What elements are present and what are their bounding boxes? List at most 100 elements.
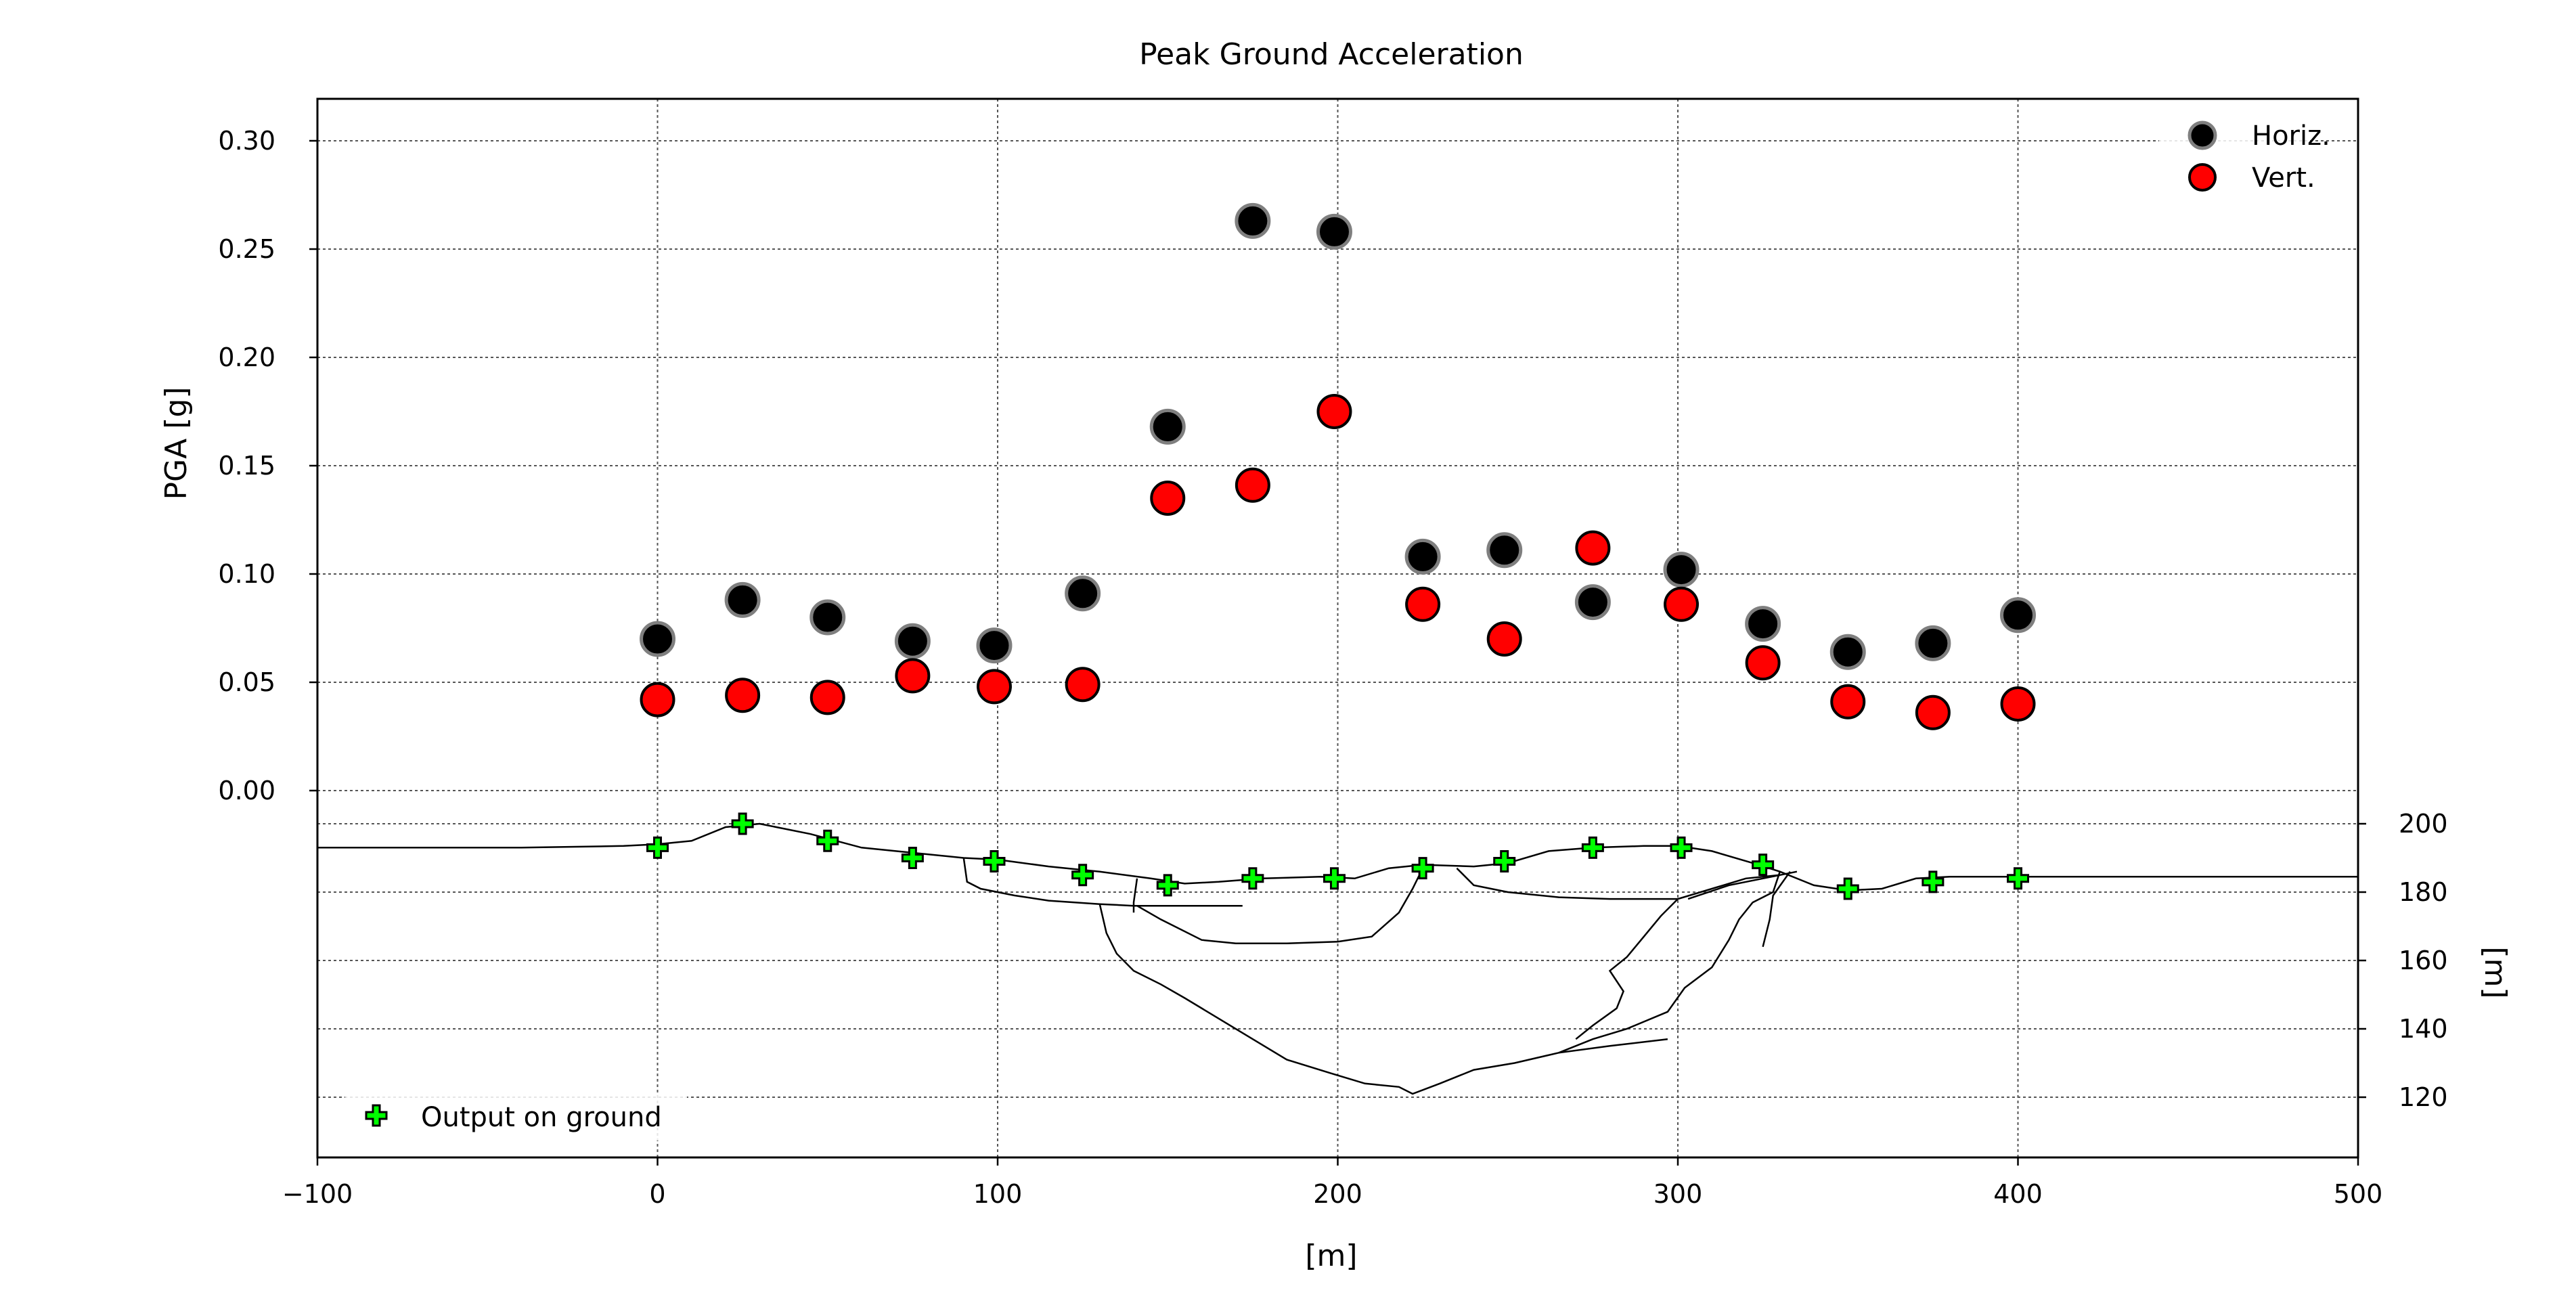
- horiz-point: [1065, 575, 1101, 612]
- horiz-point: [1404, 538, 1441, 575]
- legend-vert-marker: [2188, 163, 2217, 192]
- legend-horiz-marker: [2188, 120, 2217, 150]
- ground-output-point: [1156, 874, 1179, 897]
- ground-output-point: [1670, 836, 1693, 859]
- legend-horiz-label: Horiz.: [2252, 120, 2330, 152]
- legend-output-marker: [365, 1104, 388, 1127]
- horiz-point: [1663, 552, 1700, 588]
- x-tick-label: 300: [1653, 1179, 1703, 1209]
- horiz-point: [1316, 213, 1352, 250]
- vert-point: [1065, 667, 1101, 703]
- ground-output-point: [1581, 836, 1604, 859]
- legend-vert-label: Vert.: [2252, 162, 2315, 194]
- vert-point: [1316, 394, 1352, 429]
- horiz-point: [2000, 597, 2036, 634]
- ground-output-point: [1241, 867, 1264, 890]
- y-tick-label: 0.20: [218, 342, 275, 372]
- ground-output-point: [983, 850, 1006, 873]
- elevation-tick-label: 160: [2399, 946, 2448, 975]
- horiz-point: [1915, 625, 1951, 661]
- vert-point: [1235, 467, 1270, 503]
- axis-ticks: −100 0 100 200 300 400 500 0.00 0.05 0.10 0.15 0.20…: [218, 126, 2447, 1209]
- y-tick-label: 0.25: [218, 234, 275, 264]
- profile-line: [1456, 867, 1798, 900]
- horiz-point: [1486, 532, 1523, 569]
- profile-line: [1558, 871, 1781, 1054]
- vert-point: [1664, 586, 1700, 622]
- elevation-tick-label: 140: [2399, 1014, 2448, 1044]
- ground-output-point: [646, 836, 669, 859]
- ground-output-point: [1836, 877, 1859, 900]
- vert-point: [1915, 694, 1951, 730]
- y-tick-label: 0.15: [218, 451, 275, 481]
- legend-bottom-left: Output on ground: [345, 1093, 687, 1141]
- elevation-axis-label: [m]: [2478, 946, 2512, 998]
- chart-title: Peak Ground Acceleration: [1139, 37, 1524, 72]
- x-tick-label: 0: [649, 1179, 665, 1209]
- legend-bottom-background: [345, 1093, 687, 1141]
- profile-line: [1136, 868, 1424, 945]
- vert-point: [1575, 530, 1611, 566]
- vert-point: [1150, 481, 1186, 516]
- vert-point: [725, 678, 761, 713]
- legend-output-label: Output on ground: [421, 1102, 662, 1133]
- x-tick-label: 400: [1993, 1179, 2043, 1209]
- horiz-point: [894, 623, 931, 659]
- x-tick-label: 200: [1313, 1179, 1362, 1209]
- profile-line: [1132, 878, 1138, 913]
- ground-output-point: [901, 847, 924, 869]
- ground-output-point: [2007, 867, 2029, 890]
- ground-output-point: [1922, 870, 1945, 893]
- vert-point: [809, 680, 845, 715]
- profile-line: [1575, 898, 1679, 1040]
- vert-point: [1405, 586, 1441, 622]
- y-tick-label: 0.30: [218, 126, 275, 156]
- profile-line: [1762, 870, 1791, 948]
- vert-point: [640, 682, 675, 717]
- profile-line: [1687, 874, 1781, 900]
- horiz-point: [809, 599, 846, 636]
- plot-frame: [316, 97, 2359, 1159]
- horiz-point: [1574, 584, 1611, 621]
- data-points: [640, 202, 2036, 900]
- horiz-point: [1829, 634, 1866, 670]
- elevation-tick-label: 180: [2399, 877, 2448, 907]
- y-tick-label: 0.10: [218, 559, 275, 589]
- vert-point: [1830, 684, 1866, 720]
- vert-point: [1486, 621, 1522, 657]
- y-tick-label: 0.05: [218, 667, 275, 697]
- legend-top-right: Horiz. Vert.: [2159, 111, 2330, 207]
- elevation-tick-label: 200: [2399, 809, 2448, 839]
- profile-line: [1098, 904, 1668, 1095]
- horiz-point: [976, 627, 1013, 664]
- ground-output-point: [1323, 867, 1346, 890]
- legend-top-background: [2159, 111, 2308, 207]
- horiz-point: [1235, 202, 1271, 239]
- horiz-point: [1149, 408, 1186, 445]
- y-axis-label: PGA [g]: [159, 387, 194, 500]
- profile-line: [317, 822, 2358, 891]
- ground-output-point: [1752, 854, 1775, 877]
- vert-point: [2000, 686, 2036, 722]
- terrain-profile: [317, 822, 2358, 1095]
- x-tick-label: −100: [282, 1179, 353, 1209]
- x-tick-label: 100: [973, 1179, 1023, 1209]
- ground-output-point: [816, 829, 839, 852]
- grid: [317, 99, 2358, 1157]
- horiz-point: [640, 621, 675, 657]
- vert-point: [976, 669, 1012, 705]
- vert-point: [1745, 645, 1781, 681]
- x-tick-label: 500: [2334, 1179, 2383, 1209]
- ground-output-point: [1411, 857, 1434, 880]
- horiz-point: [724, 581, 761, 618]
- ground-output-point: [731, 812, 754, 835]
- ground-output-point: [1493, 850, 1516, 873]
- x-axis-label: [m]: [1305, 1239, 1357, 1273]
- profile-line: [962, 858, 1243, 907]
- elevation-tick-label: 120: [2399, 1082, 2448, 1112]
- y-tick-label: 0.00: [218, 776, 275, 805]
- ground-output-point: [1071, 864, 1094, 887]
